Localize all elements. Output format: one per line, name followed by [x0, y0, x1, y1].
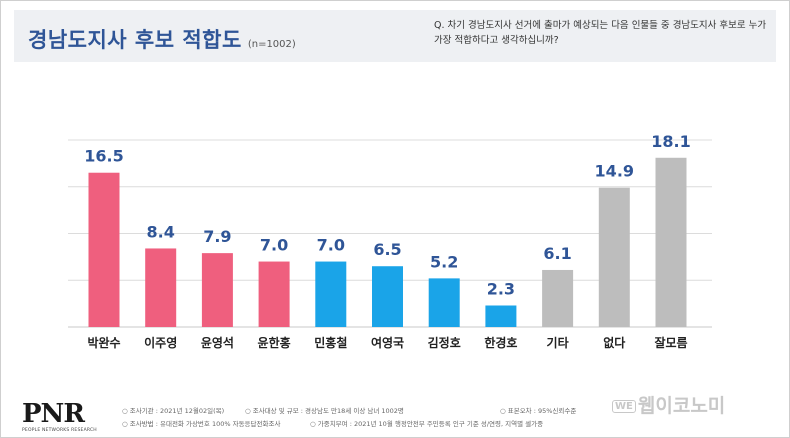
value-label: 2.3 — [487, 279, 515, 298]
footnote-target: ○ 조사대상 및 규모 : 경상남도 만18세 이상 남녀 1002명 — [245, 407, 404, 415]
category-label: 여영국 — [371, 335, 404, 350]
value-label: 6.5 — [373, 240, 401, 259]
value-label: 7.0 — [317, 236, 345, 255]
value-label: 7.9 — [203, 227, 231, 246]
category-label: 윤영석 — [201, 335, 234, 350]
bar-6 — [372, 266, 403, 327]
category-label: 잘모름 — [654, 335, 687, 350]
watermark-badge: WE — [612, 400, 636, 413]
category-label: 박완수 — [87, 335, 120, 350]
logo-subtitle: PEOPLE NETWORKS RESEARCH — [22, 428, 97, 433]
value-labels: 16.5 8.4 7.9 7.0 7.0 6.5 5.2 2.3 6.1 14.9 18.1 — [84, 132, 690, 299]
bar-2 — [145, 248, 177, 327]
footer: PNR PEOPLE NETWORKS RESEARCH ○ 조사기관 : 20… — [0, 385, 790, 438]
value-label: 5.2 — [430, 252, 458, 271]
category-label: 없다 — [603, 335, 625, 350]
bar-10 — [598, 187, 630, 327]
pnr-logo: PNR — [22, 399, 85, 429]
title-text: 경남도지사 후보 적합도 — [28, 28, 242, 52]
survey-question: Q. 차기 경남도지사 선거에 출마가 예상되는 다음 인물들 중 경남도지사 … — [434, 20, 767, 46]
bar-1 — [88, 172, 120, 327]
category-label: 윤한홍 — [258, 335, 291, 350]
category-label: 민홍철 — [314, 335, 347, 350]
bar-3 — [201, 253, 233, 327]
bar-7 — [428, 278, 460, 327]
watermark: WE 웹이코노미 — [612, 391, 725, 418]
bar-chart: 16.5 8.4 7.9 7.0 7.0 6.5 5.2 2.3 6.1 14.9 18.1 박완수… — [68, 132, 712, 350]
value-label: 18.1 — [651, 132, 690, 151]
footnote-error: ○ 표본오차 : 95%신뢰수준 — [500, 407, 577, 415]
footnote-method: ○ 조사방법 : 유대전화 가상번호 100% 자동응답전화조사 — [122, 420, 281, 428]
bar-9 — [542, 269, 574, 327]
category-labels: 박완수 이주영 윤영석 윤한홍 민홍철 여영국 김정호 한경호 기타 없다 잘모름 — [87, 335, 687, 350]
header-bar: 경남도지사 후보 적합도 (n=1002) Q. 차기 경남도지사 선거에 출마가… — [14, 10, 776, 62]
bar-5 — [315, 261, 347, 327]
footnote-period: ○ 조사기관 : 2021년 12월02일(목) — [122, 407, 225, 415]
value-label: 8.4 — [147, 222, 175, 241]
category-label: 기타 — [547, 335, 569, 350]
value-label: 14.9 — [595, 162, 634, 181]
chart-title: 경남도지사 후보 적합도 (n=1002) — [28, 24, 296, 54]
category-label: 한경호 — [484, 335, 517, 350]
footnote-weight: ○ 가중치부여 : 2021년 10월 행정안전부 주민등록 인구 기준 성/연… — [310, 420, 544, 428]
value-label: 16.5 — [84, 147, 123, 166]
bars — [88, 157, 687, 327]
bar-4 — [258, 261, 290, 327]
category-label: 김정호 — [428, 335, 461, 350]
sample-size: (n=1002) — [247, 39, 296, 50]
category-label: 이주영 — [144, 335, 177, 350]
bar-8 — [485, 305, 517, 327]
watermark-text: 웹이코노미 — [637, 395, 726, 417]
value-label: 7.0 — [260, 236, 288, 255]
value-label: 6.1 — [543, 244, 571, 263]
bar-11 — [655, 157, 687, 327]
